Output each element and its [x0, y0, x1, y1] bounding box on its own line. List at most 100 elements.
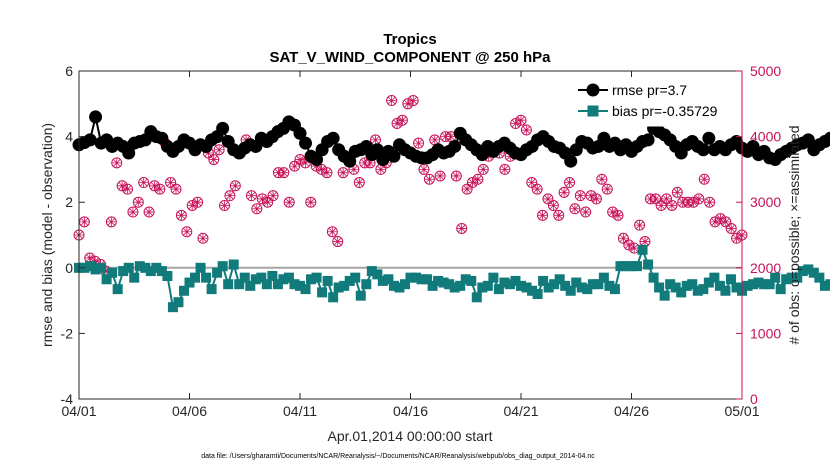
obs-assimilated-marker [231, 181, 240, 190]
obs-assimilated-marker [581, 207, 590, 216]
bias-point [488, 273, 498, 283]
obs-assimilated-marker [700, 175, 709, 184]
obs-point [133, 197, 143, 207]
bias-point [776, 284, 786, 294]
obs-assimilated-marker [570, 204, 579, 213]
obs-point [565, 178, 575, 188]
obs-assimilated-marker [198, 234, 207, 243]
obs-point [182, 227, 192, 237]
obs-assimilated-marker [527, 178, 536, 187]
obs-assimilated-marker [225, 191, 234, 200]
rmse-point [387, 150, 400, 163]
obs-point [306, 197, 316, 207]
obs-assimilated-marker [177, 211, 186, 220]
obs-assimilated-marker [597, 175, 606, 184]
obs-point [559, 187, 569, 197]
bias-point [229, 260, 239, 270]
obs-assimilated-marker [549, 201, 558, 210]
obs-assimilated-marker [387, 96, 396, 105]
bias-point [196, 263, 206, 273]
bias-point [162, 271, 172, 281]
rmse-point [299, 137, 312, 150]
obs-point [209, 155, 219, 165]
y-right-tick-label: 4000 [750, 129, 781, 145]
y-axis-label-right: # of obs: o=possible; ×=assimilated [786, 125, 802, 344]
rmse-point [702, 132, 715, 145]
obs-assimilated-marker [651, 194, 660, 203]
bias-point [632, 261, 642, 271]
obs-point [570, 204, 580, 214]
obs-assimilated-marker [182, 227, 191, 236]
obs-assimilated-marker [279, 168, 288, 177]
obs-assimilated-marker [398, 116, 407, 125]
obs-point [662, 194, 672, 204]
obs-point [139, 178, 149, 188]
obs-assimilated-marker [134, 198, 143, 207]
obs-assimilated-marker [247, 191, 256, 200]
obs-assimilated-marker [193, 198, 202, 207]
bias-point [218, 261, 228, 271]
obs-assimilated-marker [457, 224, 466, 233]
obs-point [548, 200, 558, 210]
bias-point [638, 245, 648, 255]
obs-assimilated-marker [662, 194, 671, 203]
obs-point [424, 174, 434, 184]
obs-assimilated-marker [123, 184, 132, 193]
obs-point [214, 145, 224, 155]
obs-point [354, 178, 364, 188]
bias-point [223, 279, 233, 289]
legend-bias-marker [588, 106, 599, 117]
obs-point [521, 125, 531, 135]
obs-point [252, 204, 262, 214]
obs-assimilated-marker [603, 184, 612, 193]
obs-assimilated-marker [613, 211, 622, 220]
x-tick-label: 04/06 [172, 403, 207, 419]
obs-point [451, 171, 461, 181]
rmse-point [89, 110, 102, 123]
obs-assimilated-marker [452, 171, 461, 180]
y-tick-label: -2 [61, 325, 74, 341]
obs-assimilated-marker [263, 198, 272, 207]
obs-point [532, 184, 542, 194]
obs-point [246, 191, 256, 201]
obs-assimilated-marker [409, 96, 418, 105]
obs-assimilated-marker [565, 178, 574, 187]
bias-point [660, 291, 670, 301]
obs-assimilated-marker [630, 244, 639, 253]
obs-assimilated-marker [107, 217, 116, 226]
obs-assimilated-marker [538, 211, 547, 220]
y-right-tick-label: 5000 [750, 63, 781, 79]
bias-point [323, 276, 333, 286]
data-file-footnote: data file: /Users/gharamti/Documents/NCA… [201, 453, 595, 460]
obs-point [79, 217, 89, 227]
obs-assimilated-marker [657, 201, 666, 210]
obs-assimilated-marker [522, 125, 531, 134]
obs-assimilated-marker [635, 221, 644, 230]
obs-assimilated-marker [673, 188, 682, 197]
rmse-point [84, 133, 97, 146]
chart-title: Tropics [383, 31, 436, 48]
obs-assimilated-marker [543, 194, 552, 203]
obs-point [543, 194, 553, 204]
y-tick-label: 6 [65, 63, 73, 79]
x-tick-label: 04/26 [614, 403, 649, 419]
obs-point [462, 184, 472, 194]
obs-point [171, 184, 181, 194]
obs-assimilated-marker [252, 204, 261, 213]
obs-point [554, 210, 564, 220]
obs-point [726, 223, 736, 233]
obs-point [591, 194, 601, 204]
obs-assimilated-marker [479, 165, 488, 174]
obs-point [333, 237, 343, 247]
x-tick-label: 04/11 [283, 403, 317, 419]
legend: rmse pr=3.7 bias pr=-0.35729 [572, 78, 736, 126]
obs-assimilated-marker [215, 145, 224, 154]
y-right-tick-label: 2000 [750, 260, 781, 276]
obs-assimilated-marker [436, 171, 445, 180]
y-right-tick-label: 1000 [750, 325, 781, 341]
obs-point [225, 191, 235, 201]
legend-rmse-label: rmse pr=3.7 [612, 82, 687, 98]
obs-point [128, 207, 138, 217]
legend-rmse-marker [587, 84, 600, 97]
